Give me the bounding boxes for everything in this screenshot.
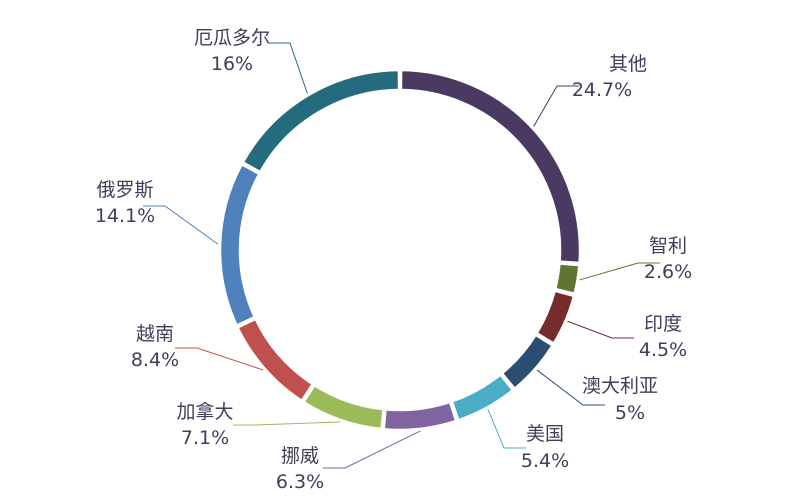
leader-line-俄罗斯	[143, 205, 219, 245]
slice-加拿大	[301, 383, 385, 431]
slice-美国	[450, 372, 515, 422]
slice-value-label: 16%	[211, 53, 253, 75]
leader-line-美国	[487, 409, 526, 449]
slice-value-label: 24.7%	[572, 79, 632, 101]
slice-name-label: 美国	[526, 423, 564, 445]
slice-name-label: 挪威	[281, 445, 319, 467]
slice-印度	[534, 289, 576, 346]
slice-name-label: 越南	[136, 323, 174, 345]
slice-越南	[235, 317, 315, 403]
slice-name-label: 厄瓜多尔	[194, 27, 270, 49]
slice-其他	[399, 68, 582, 265]
slices-group	[218, 68, 582, 432]
slice-澳大利亚	[500, 333, 555, 391]
slice-value-label: 2.6%	[644, 261, 692, 283]
leader-line-澳大利亚	[536, 369, 605, 406]
slice-name-label: 俄罗斯	[96, 179, 153, 201]
slice-value-label: 7.1%	[181, 427, 229, 449]
slice-name-label: 其他	[609, 53, 647, 75]
slice-value-label: 14.1%	[95, 205, 155, 227]
leader-line-其他	[533, 85, 579, 127]
leader-line-智利	[579, 262, 660, 281]
slice-value-label: 8.4%	[131, 349, 179, 371]
slice-name-label: 印度	[644, 313, 682, 335]
slice-智利	[553, 262, 581, 296]
leader-lines-group	[143, 42, 660, 469]
slice-value-label: 5.4%	[521, 450, 569, 472]
leader-line-厄瓜多尔	[268, 42, 308, 94]
slice-value-label: 4.5%	[639, 339, 687, 361]
slice-厄瓜多尔	[241, 68, 401, 174]
leader-line-越南	[175, 347, 264, 371]
slice-value-label: 5%	[615, 402, 645, 424]
slice-挪威	[382, 400, 458, 432]
leader-line-挪威	[323, 430, 421, 469]
slice-name-label: 加拿大	[176, 400, 233, 423]
slice-name-label: 澳大利亚	[582, 375, 658, 397]
slice-value-label: 6.3%	[276, 471, 324, 493]
slice-name-label: 智利	[649, 235, 687, 257]
labels-group: 其他 24.7% 智利 2.6% 印度 4.5% 澳大利亚 5% 美国 5.4% 挪威 6.3% 加拿大…	[95, 27, 692, 493]
leader-line-印度	[567, 320, 634, 339]
slice-俄罗斯	[218, 162, 262, 328]
leader-line-加拿大	[233, 421, 341, 426]
